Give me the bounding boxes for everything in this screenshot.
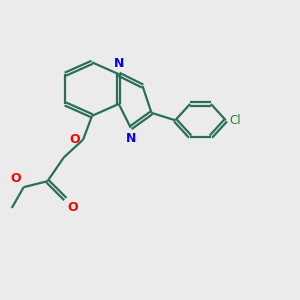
Text: N: N: [125, 132, 136, 145]
Text: Cl: Cl: [230, 114, 241, 127]
Text: O: O: [11, 172, 21, 185]
Text: N: N: [114, 57, 124, 70]
Text: O: O: [70, 133, 80, 146]
Text: O: O: [68, 201, 78, 214]
